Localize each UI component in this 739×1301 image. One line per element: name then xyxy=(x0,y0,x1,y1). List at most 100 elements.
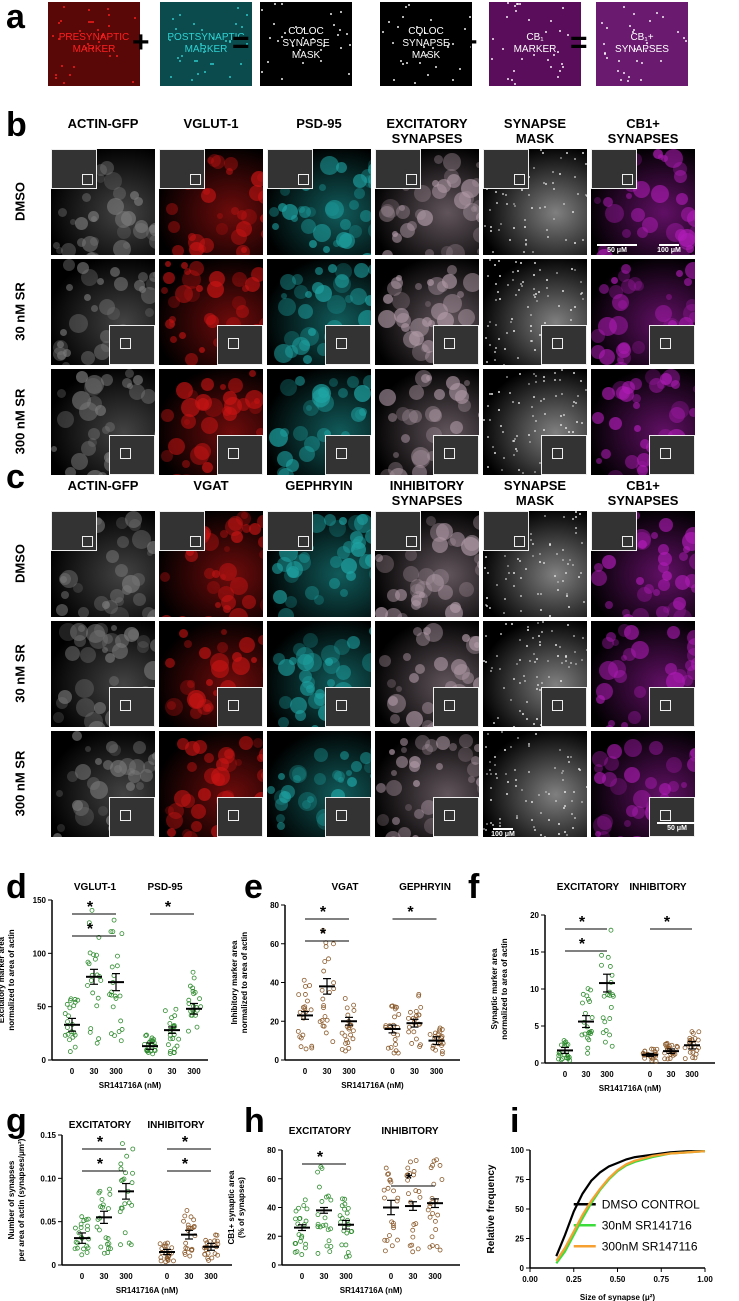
data-point xyxy=(189,1247,194,1253)
data-point xyxy=(437,1029,443,1035)
data-point xyxy=(164,1255,170,1261)
data-point xyxy=(75,997,81,1003)
data-point xyxy=(437,1025,443,1031)
data-point xyxy=(212,1251,218,1257)
y-axis-label: Synaptic marker area xyxy=(490,948,499,1029)
data-point xyxy=(190,1007,196,1013)
data-point xyxy=(71,1003,77,1009)
microscopy-panel xyxy=(266,730,372,838)
data-point xyxy=(150,1038,156,1044)
data-point xyxy=(119,1205,125,1211)
inset-overview xyxy=(325,687,371,727)
data-point xyxy=(565,1053,571,1059)
y-tick-label: 25 xyxy=(515,1235,524,1244)
x-axis-label: SR141716A (nM) xyxy=(341,1081,404,1090)
data-point xyxy=(324,1017,330,1023)
data-point xyxy=(383,1023,389,1029)
data-point xyxy=(653,1051,659,1057)
series-line xyxy=(555,1150,706,1264)
y-tick-label: 5 xyxy=(535,1022,540,1031)
data-point xyxy=(664,1044,670,1050)
inset-overview xyxy=(433,687,479,727)
data-point xyxy=(297,1009,303,1015)
data-point xyxy=(111,917,117,923)
data-point xyxy=(94,1040,100,1046)
data-point xyxy=(610,993,616,999)
y-axis-label: Excitatory marker area xyxy=(0,936,6,1023)
data-point xyxy=(348,1032,353,1038)
data-point xyxy=(665,1046,671,1051)
data-point xyxy=(159,1250,165,1256)
data-point xyxy=(346,1018,352,1024)
diagram-tile-label: CB₁+ SYNAPSES xyxy=(615,32,669,55)
data-point xyxy=(105,1236,111,1241)
data-point xyxy=(416,1012,422,1018)
significance-star: * xyxy=(579,914,586,931)
data-point xyxy=(416,1021,422,1027)
data-point xyxy=(297,1215,303,1221)
x-tick-label: 0 xyxy=(148,1067,153,1076)
data-point xyxy=(395,1237,400,1243)
x-tick-label: 0.25 xyxy=(566,1275,582,1284)
data-point xyxy=(316,1184,322,1190)
data-point xyxy=(118,1038,124,1044)
data-point xyxy=(66,1013,71,1019)
data-point xyxy=(427,1032,433,1037)
data-point xyxy=(556,1056,561,1062)
data-point xyxy=(322,1014,328,1019)
data-point xyxy=(387,1023,393,1029)
data-point xyxy=(163,1243,169,1249)
data-point xyxy=(344,1210,350,1216)
data-point xyxy=(696,1029,702,1035)
x-tick-label: 300 xyxy=(339,1272,353,1281)
data-point xyxy=(432,1036,438,1041)
data-point xyxy=(667,1056,673,1061)
data-point xyxy=(185,1228,191,1233)
data-point xyxy=(158,1255,164,1260)
inset-region-marker xyxy=(298,174,309,185)
inset-overview xyxy=(375,149,421,189)
microscopy-panel xyxy=(590,510,696,618)
y-axis-label: per area of actin (synapses/μm²) xyxy=(17,1138,26,1261)
data-point xyxy=(431,1158,437,1164)
data-point xyxy=(157,1241,163,1247)
data-point xyxy=(418,1042,423,1048)
data-point xyxy=(71,1030,77,1035)
data-point xyxy=(107,1186,112,1192)
significance-star: * xyxy=(87,899,94,916)
inset-region-marker xyxy=(406,536,417,547)
data-point xyxy=(416,1012,422,1018)
data-point xyxy=(346,1026,352,1032)
data-point xyxy=(389,1003,395,1009)
data-point xyxy=(434,1157,439,1163)
data-point xyxy=(337,1213,343,1219)
data-point xyxy=(204,1244,210,1250)
data-point xyxy=(560,1049,565,1055)
data-point xyxy=(79,1214,85,1220)
y-axis-label: Relative frequency xyxy=(486,1164,497,1253)
y-tick-label: 0 xyxy=(42,1056,47,1065)
data-point xyxy=(204,1240,210,1246)
data-point xyxy=(562,1052,568,1058)
data-point xyxy=(167,1027,173,1033)
data-point xyxy=(85,1223,90,1229)
data-point xyxy=(165,1258,171,1263)
data-point xyxy=(413,1188,419,1194)
data-point xyxy=(348,1022,354,1028)
data-point xyxy=(301,1015,307,1021)
data-point xyxy=(583,1010,588,1016)
data-point xyxy=(73,1225,78,1231)
data-point xyxy=(320,1223,326,1229)
data-point xyxy=(320,927,326,933)
data-point xyxy=(343,1048,348,1054)
data-point xyxy=(202,1251,208,1257)
microscopy-panel xyxy=(482,258,588,366)
data-point xyxy=(589,1015,595,1020)
data-point xyxy=(662,1056,668,1062)
data-point xyxy=(585,1045,591,1051)
data-point xyxy=(345,1040,351,1046)
data-point xyxy=(603,1028,609,1033)
data-point xyxy=(662,1050,668,1056)
data-point xyxy=(345,1205,351,1211)
y-tick-label: 80 xyxy=(270,901,279,910)
